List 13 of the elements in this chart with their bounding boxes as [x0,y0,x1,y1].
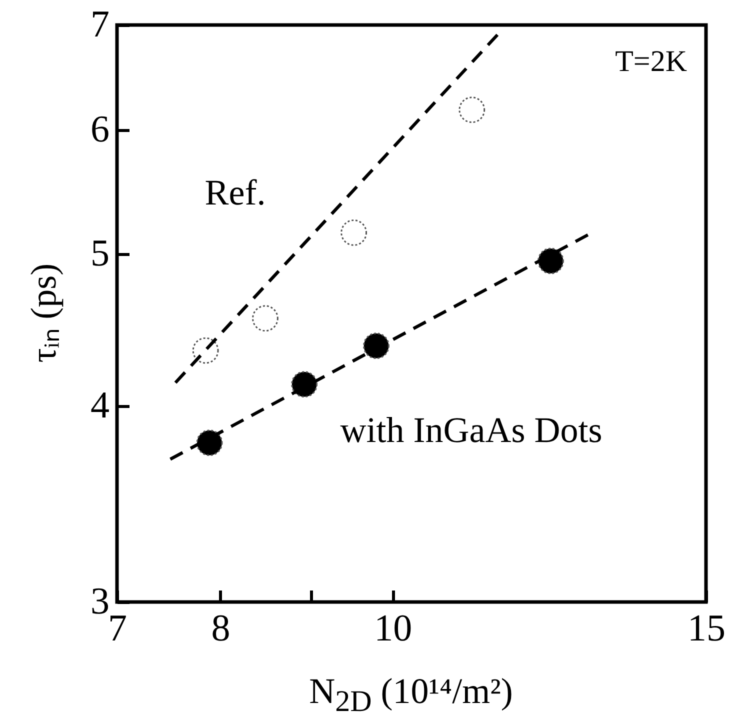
x-tick-label: 15 [688,608,726,650]
x-axis-title: N$_{2D}$ (10¹⁴/m²) [309,670,513,717]
x-tick-label: 10 [374,608,412,650]
y-axis-title: τᵢₙ (ps) [22,263,64,363]
annotation: T=2K [615,45,688,78]
y-tick-label: 5 [90,232,110,275]
x-tick-label: 8 [211,608,230,650]
y-tick-label: 6 [90,108,110,150]
y-tick-label: 7 [90,4,110,46]
series-label: with InGaAs Dots [340,410,602,450]
text: Ref. [204,172,266,212]
y-tick-label: 3 [90,580,110,622]
y-tick-label: 4 [90,384,110,427]
